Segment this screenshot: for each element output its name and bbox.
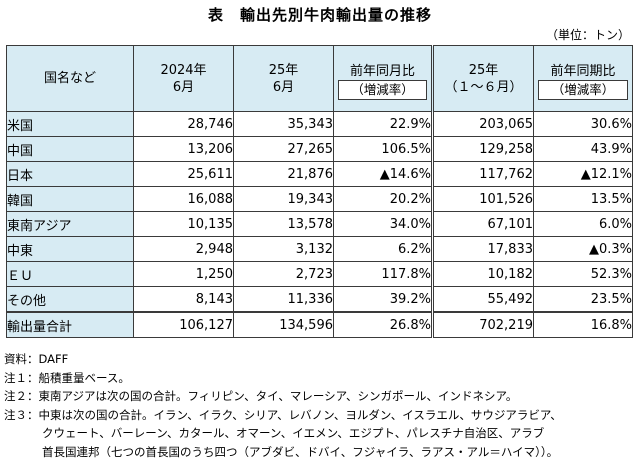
value-2024-june: 2,948 — [133, 236, 234, 262]
header-name: 国名など — [6, 45, 134, 112]
notes: 資料：DAFF 注１：船積重量ベース。 注２：東南アジアは次の国の合計。フィリピ… — [4, 350, 562, 461]
table-row: 東南アジア 10,135 13,578 34.0% 67,101 6.0% — [6, 211, 633, 237]
value-yoy-month: ▲14.6% — [333, 161, 433, 187]
value-yoy-period: 6.0% — [533, 211, 633, 237]
value-25-jan-jun: 67,101 — [431, 211, 534, 237]
value-25-june: 134,596 — [233, 311, 334, 338]
table-row: 韓国 16,088 19,343 20.2% 101,526 13.5% — [6, 186, 633, 212]
value-2024-june: 25,611 — [133, 161, 234, 187]
value-yoy-month: 22.9% — [333, 111, 433, 137]
row-name-cell: 東南アジア — [6, 211, 134, 237]
value-yoy-month: 117.8% — [333, 261, 433, 287]
value-yoy-month: 26.8% — [333, 311, 433, 338]
value-25-june: 3,132 — [233, 236, 334, 262]
value-25-jan-jun: 129,258 — [431, 136, 534, 162]
value-yoy-month: 106.5% — [333, 136, 433, 162]
value-2024-june: 1,250 — [133, 261, 234, 287]
table-row: 日本 25,611 21,876 ▲14.6% 117,762 ▲12.1% — [6, 161, 633, 187]
export-table: 国名など 2024年 6月 25年 6月 前年同月比 （増減率） 25年 （１～６月） … — [6, 45, 633, 338]
header-yoy-month: 前年同月比 （増減率） — [333, 45, 433, 112]
note-3: 注３：中東は次の国の合計。イラン、イラク、シリア、レバノン、ヨルダン、イスラエル… — [4, 407, 562, 422]
value-yoy-month: 39.2% — [333, 286, 433, 313]
value-25-june: 13,578 — [233, 211, 334, 237]
value-2024-june: 8,143 — [133, 286, 234, 313]
value-yoy-period: 43.9% — [533, 136, 633, 162]
value-yoy-period: ▲0.3% — [533, 236, 633, 262]
value-25-jan-jun: 10,182 — [431, 261, 534, 287]
value-2024-june: 16,088 — [133, 186, 234, 212]
row-name-cell: 中国 — [6, 136, 134, 162]
value-yoy-period: 52.3% — [533, 261, 633, 287]
value-2024-june: 106,127 — [133, 311, 234, 338]
value-25-jan-jun: 17,833 — [431, 236, 534, 262]
header-row: 国名など 2024年 6月 25年 6月 前年同月比 （増減率） 25年 （１～６月） … — [6, 45, 633, 112]
header-2024-june: 2024年 6月 — [133, 45, 234, 112]
header-yoy-period: 前年同期比 （増減率） — [533, 45, 633, 112]
value-2024-june: 13,206 — [133, 136, 234, 162]
row-name-cell: 輸出量合計 — [6, 311, 134, 338]
value-25-june: 19,343 — [233, 186, 334, 212]
header-25-june: 25年 6月 — [233, 45, 334, 112]
table-row: 輸出量合計 106,127 134,596 26.8% 702,219 16.8% — [6, 311, 633, 338]
value-25-june: 11,336 — [233, 286, 334, 313]
value-25-june: 27,265 — [233, 136, 334, 162]
value-25-june: 2,723 — [233, 261, 334, 287]
value-25-jan-jun: 55,492 — [431, 286, 534, 313]
value-2024-june: 28,746 — [133, 111, 234, 137]
table-row: 米国 28,746 35,343 22.9% 203,065 30.6% — [6, 111, 633, 137]
value-25-jan-jun: 203,065 — [431, 111, 534, 137]
value-25-jan-jun: 702,219 — [431, 311, 534, 338]
row-name-cell: その他 — [6, 286, 134, 313]
header-25-jan-jun: 25年 （１～６月） — [431, 45, 534, 112]
row-name-cell: 日本 — [6, 161, 134, 187]
table-row: その他 8,143 11,336 39.2% 55,492 23.5% — [6, 286, 633, 313]
table-row: 中国 13,206 27,265 106.5% 129,258 43.9% — [6, 136, 633, 162]
value-25-june: 35,343 — [233, 111, 334, 137]
value-yoy-period: ▲12.1% — [533, 161, 633, 187]
note-3-cont: 首長国連邦（七つの首長国のうち四つ（アブダビ、ドバイ、フジャイラ、ラアス・アル＝… — [42, 444, 559, 459]
note-1: 注１：船積重量ベース。 — [4, 370, 130, 385]
table-title: 表 輸出先別牛肉輸出量の推移 — [207, 6, 432, 24]
row-name-cell: 米国 — [6, 111, 134, 137]
value-yoy-period: 16.8% — [533, 311, 633, 338]
table-row: 中東 2,948 3,132 6.2% 17,833 ▲0.3% — [6, 236, 633, 262]
note-2: 注２：東南アジアは次の国の合計。フィリピン、タイ、マレーシア、シンガポール、イン… — [4, 389, 518, 403]
value-2024-june: 10,135 — [133, 211, 234, 237]
value-yoy-month: 20.2% — [333, 186, 433, 212]
value-25-jan-jun: 117,762 — [431, 161, 534, 187]
value-yoy-month: 34.0% — [333, 211, 433, 237]
note-source: 資料：DAFF — [4, 352, 69, 366]
value-yoy-period: 30.6% — [533, 111, 633, 137]
value-yoy-period: 13.5% — [533, 186, 633, 212]
row-name-cell: 中東 — [6, 236, 134, 262]
row-name-cell: ＥＵ — [6, 261, 134, 287]
value-yoy-period: 23.5% — [533, 286, 633, 313]
value-25-june: 21,876 — [233, 161, 334, 187]
table-row: ＥＵ 1,250 2,723 117.8% 10,182 52.3% — [6, 261, 633, 287]
note-3-cont: クウェート、バーレーン、カタール、オマーン、イエメン、エジプト、パレスチナ自治区… — [42, 426, 545, 440]
value-yoy-month: 6.2% — [333, 236, 433, 262]
unit-label: （単位：トン） — [545, 28, 630, 42]
value-25-jan-jun: 101,526 — [431, 186, 534, 212]
row-name-cell: 韓国 — [6, 186, 134, 212]
